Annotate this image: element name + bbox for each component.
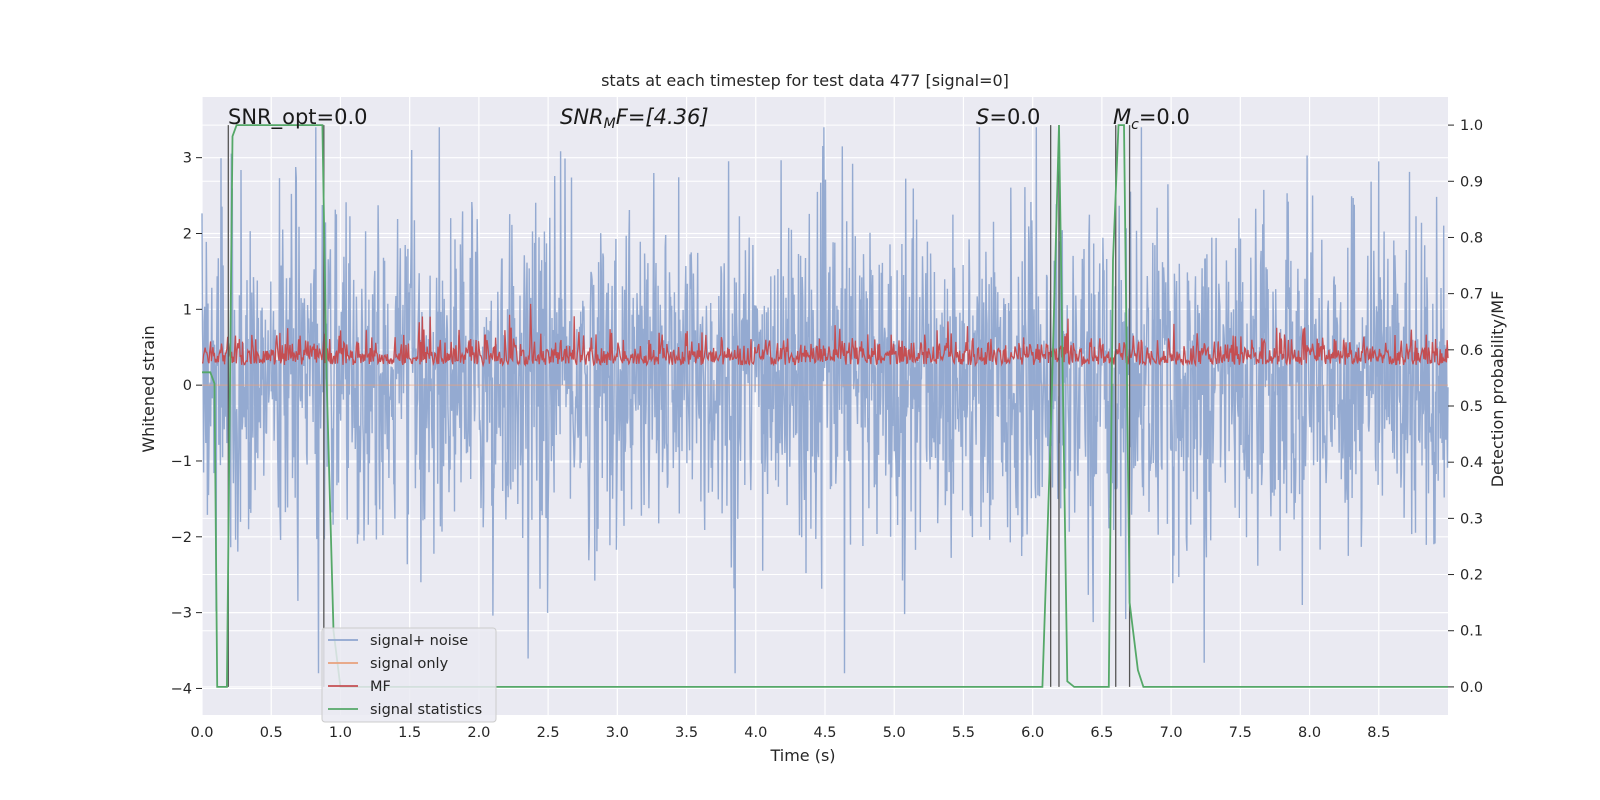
x-tick-label: 1.0	[329, 725, 352, 741]
legend-frame	[321, 627, 497, 723]
y-tick-label: −1	[171, 454, 192, 470]
legend-label-signal-only: signal only	[370, 656, 449, 672]
y2-axis-label: Detection probability/MF	[1488, 291, 1507, 488]
annotation-s-symbol: S	[976, 105, 989, 129]
y-tick-label: −3	[171, 606, 192, 622]
x-tick-label: 1.5	[398, 725, 421, 741]
x-tick-label: 4.0	[744, 725, 767, 741]
y-tick-label: 3	[183, 151, 192, 167]
x-tick-label: 0.0	[190, 725, 213, 741]
annotation-mc: Mc=0.0	[1113, 105, 1190, 133]
y2-tick-label: 0.1	[1460, 624, 1483, 640]
legend-label-signal-noise: signal+ noise	[370, 633, 468, 649]
series-mf	[202, 303, 1449, 368]
x-tick-label: 4.5	[813, 725, 836, 741]
x-axis-ticks: 0.0 0.5 1.0 1.5 2.0 2.5 3.0 3.5 4.0 4.5 5.0 5.5 6.0 6…	[190, 725, 1390, 741]
signal-noise-line	[201, 127, 1449, 674]
x-tick-label: 3.5	[675, 725, 698, 741]
x-tick-label: 5.5	[952, 725, 975, 741]
annotation-mc-symbol: M	[1113, 105, 1131, 129]
x-axis-label: Time (s)	[769, 746, 835, 765]
vertical-markers	[227, 125, 1131, 687]
y-axis-ticks: 3 2 1 0 −1 −2 −3 −4	[171, 151, 202, 697]
y-tick-label: 0	[183, 378, 192, 394]
annotation-mc-subscript: c	[1131, 117, 1139, 133]
x-tick-label: 6.0	[1021, 725, 1044, 741]
series-signal-statistics	[202, 124, 1448, 688]
y2-tick-label: 0.3	[1460, 511, 1483, 527]
signal-statistics-line	[202, 124, 1448, 688]
y-tick-label: −4	[171, 681, 192, 697]
y2-tick-label: 0.8	[1460, 230, 1483, 246]
y2-tick-label: 0.9	[1460, 174, 1483, 190]
y-tick-label: −2	[171, 530, 192, 546]
x-tick-label: 2.5	[537, 725, 560, 741]
y2-tick-label: 1.0	[1460, 118, 1483, 134]
y2-tick-label: 0.0	[1460, 680, 1483, 696]
y2-tick-label: 0.6	[1460, 343, 1483, 359]
annotation-snr-mf-subscript: M	[604, 116, 616, 132]
x-tick-label: 6.5	[1090, 725, 1113, 741]
y-tick-label: 2	[183, 226, 192, 242]
legend-label-signal-statistics: signal statistics	[370, 702, 482, 718]
x-tick-label: 3.0	[606, 725, 629, 741]
y-tick-label: 1	[183, 302, 192, 318]
x-tick-label: 7.0	[1160, 725, 1183, 741]
y-axis-label: Whitened strain	[139, 325, 158, 452]
chart-title: stats at each timestep for test data 477…	[601, 71, 1009, 90]
annotation-snr-mf-symbol: SNR	[560, 105, 604, 129]
y2-tick-label: 0.7	[1460, 287, 1483, 303]
x-tick-label: 8.5	[1367, 725, 1390, 741]
annotation-snr-opt: SNR_opt=0.0	[228, 105, 368, 130]
x-tick-label: 0.5	[260, 725, 283, 741]
y2-tick-label: 0.2	[1460, 568, 1483, 584]
x-tick-label: 5.0	[883, 725, 906, 741]
annotation-s-value: =0.0	[989, 105, 1040, 129]
series-signal-noise	[201, 127, 1449, 674]
y2-tick-label: 0.5	[1460, 399, 1483, 415]
x-tick-label: 2.0	[467, 725, 490, 741]
legend: signal+ noise signal only MF signal stat…	[321, 627, 497, 723]
annotation-s: S=0.0	[976, 105, 1040, 129]
y2-tick-label: 0.4	[1460, 455, 1483, 471]
x-tick-label: 7.5	[1229, 725, 1252, 741]
legend-label-mf: MF	[370, 679, 391, 695]
x-tick-label: 8.0	[1298, 725, 1321, 741]
annotation-mc-value: =0.0	[1139, 105, 1190, 129]
annotation-snr-mf: SNRMF=[4.36]	[560, 105, 709, 132]
mf-line	[202, 303, 1449, 368]
y2-axis-ticks: 1.0 0.9 0.8 0.7 0.6 0.5 0.4 0.3 0.2 0.1 0.0	[1448, 118, 1483, 696]
annotation-snr-mf-value: F=[4.36]	[616, 105, 709, 129]
